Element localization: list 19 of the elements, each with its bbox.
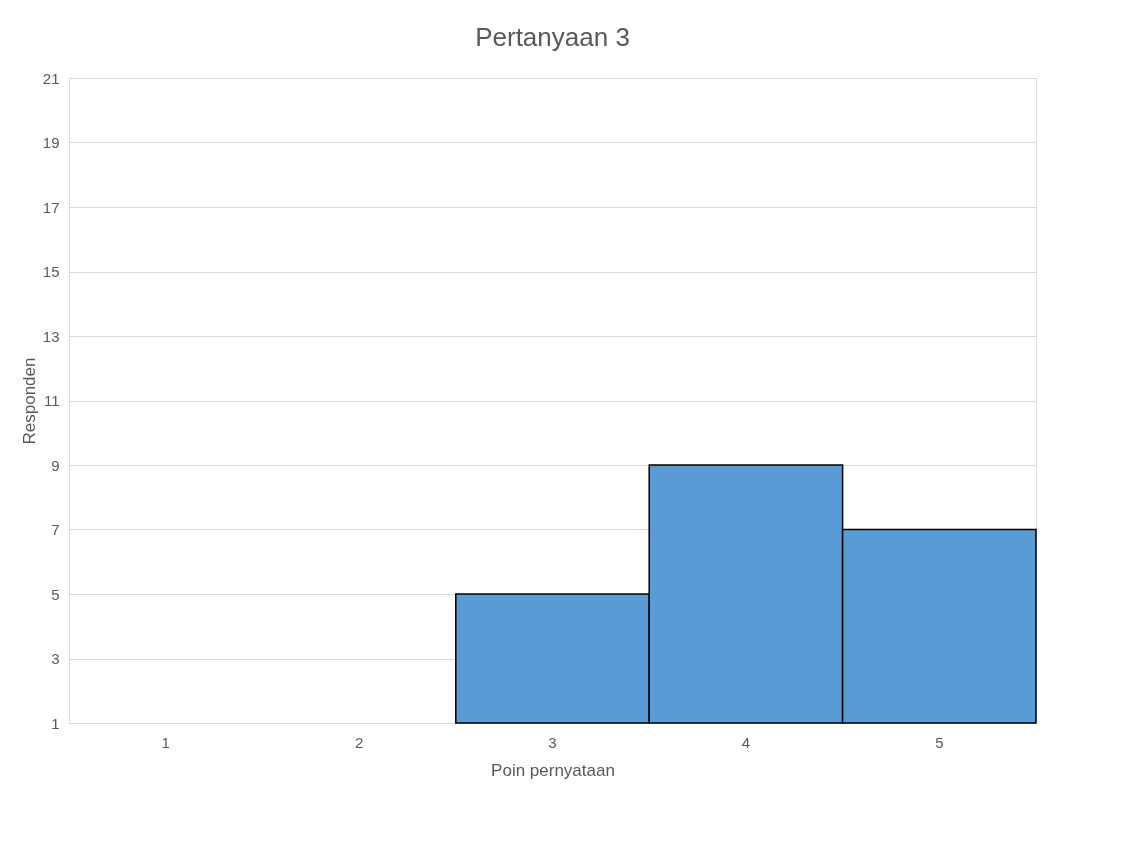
x-tick-label: 3 bbox=[548, 733, 557, 751]
y-tick-label: 5 bbox=[51, 585, 60, 603]
y-tick-label: 3 bbox=[51, 650, 60, 667]
y-tick-label: 7 bbox=[51, 521, 60, 538]
chart-title: Pertanyaan 3 bbox=[475, 22, 630, 52]
x-tick-label: 2 bbox=[354, 733, 364, 751]
y-tick-label: 13 bbox=[42, 327, 60, 345]
y-tick-label: 9 bbox=[51, 456, 60, 474]
x-axis-title: Poin pernyataan bbox=[491, 760, 615, 780]
y-axis-title: Responden bbox=[19, 357, 39, 445]
y-tick-label: 11 bbox=[43, 392, 60, 409]
y-tick-label: 15 bbox=[42, 263, 60, 280]
x-tick-label: 5 bbox=[935, 733, 944, 751]
y-tick-label: 21 bbox=[42, 69, 60, 87]
x-tick-label: 1 bbox=[161, 733, 170, 751]
y-tick-label: 17 bbox=[42, 198, 60, 216]
y-tick-label: 1 bbox=[51, 714, 60, 732]
y-tick-label: 19 bbox=[42, 134, 60, 151]
x-tick-label: 4 bbox=[741, 733, 751, 751]
